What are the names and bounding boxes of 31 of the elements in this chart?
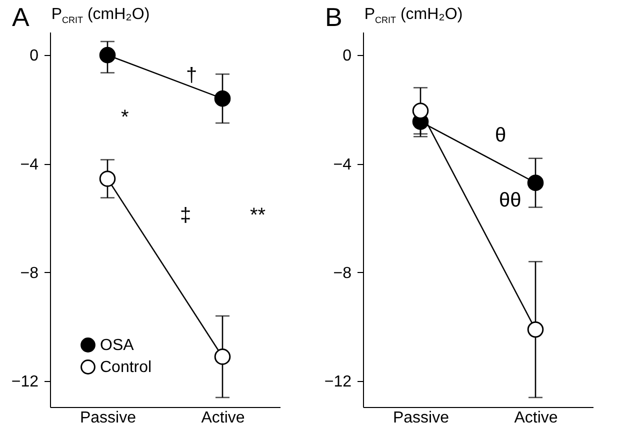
y-tick-label: −4	[333, 156, 352, 174]
y-tick-label: −4	[20, 156, 39, 174]
point	[412, 102, 429, 119]
point	[527, 321, 544, 338]
point	[527, 174, 544, 191]
y-tick-label: 0	[342, 48, 352, 65]
point	[214, 90, 231, 107]
chart-title: A	[12, 2, 30, 32]
x-tick-label: Passive	[392, 410, 450, 426]
x-tick-label: Passive	[80, 410, 136, 426]
point	[99, 46, 116, 64]
y-tick-label: −12	[11, 374, 39, 391]
annotation: †	[186, 64, 198, 86]
y-tick-label: −12	[324, 374, 352, 391]
annotation: **	[250, 204, 266, 226]
y-tick-label: −8	[20, 264, 39, 282]
y-tick-label: −8	[333, 264, 352, 282]
y-axis-title: P$_{CRIT}$ (cmH₂O)	[364, 4, 463, 27]
point	[99, 170, 116, 187]
legend-label: OSA	[100, 337, 134, 354]
annotation: *	[121, 106, 129, 129]
x-tick-label: Active	[514, 410, 558, 426]
chart-title: B	[325, 2, 342, 32]
y-tick-label: 0	[30, 48, 39, 65]
x-tick-label: Active	[201, 410, 245, 426]
annotation: θ	[495, 124, 506, 146]
annotation: ‡	[180, 204, 192, 226]
legend-label: Control	[100, 359, 152, 376]
y-axis-title: P$_{CRIT}$ (cmH₂O)	[51, 4, 150, 27]
annotation: θθ	[499, 189, 522, 212]
point	[214, 348, 231, 365]
